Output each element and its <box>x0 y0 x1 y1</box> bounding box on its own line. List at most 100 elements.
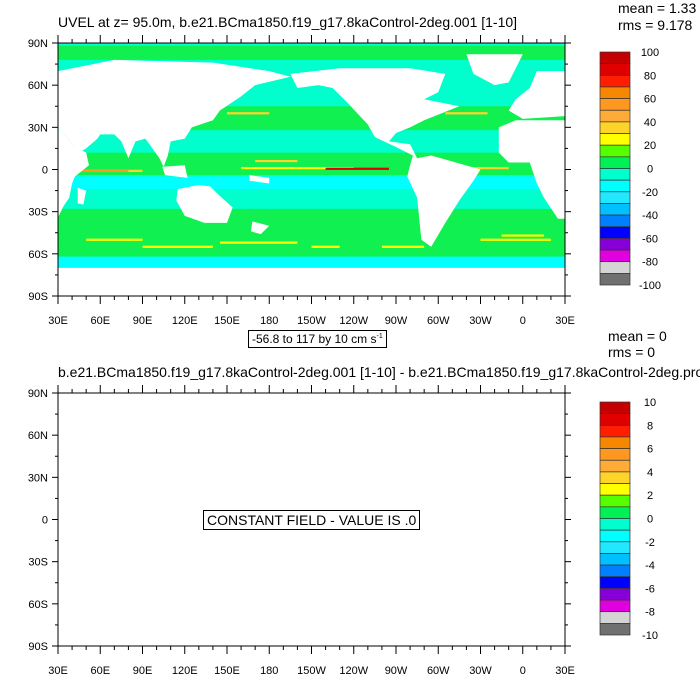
panel1-title: UVEL at z= 95.0m, b.e21.BCma1850.f19_g17… <box>58 14 518 30</box>
lon-label: 120E <box>172 315 198 327</box>
colorbar-label: -10 <box>642 630 658 642</box>
lat-label: 0 <box>42 515 48 527</box>
colorbar-box <box>599 588 631 601</box>
colorbar-box <box>599 144 631 158</box>
colorbar-box <box>599 459 631 473</box>
pacific-eq-core <box>325 167 389 170</box>
colorbar-label: -20 <box>642 187 658 199</box>
lon-label: 60E <box>90 315 110 327</box>
colorbar-box <box>599 238 631 251</box>
lon-label: 0 <box>520 315 526 327</box>
lat-label: 0 <box>42 165 48 177</box>
colorbar-box <box>599 249 631 263</box>
lat-label: 30N <box>28 122 48 134</box>
southern-band <box>58 208 565 257</box>
colorbar-box <box>599 436 631 449</box>
arctic-band <box>58 45 565 60</box>
colorbar-label: 100 <box>641 47 659 59</box>
colorbar-label: -100 <box>639 280 661 292</box>
lon-label: 30W <box>469 315 492 327</box>
lon-label: 90W <box>385 315 408 327</box>
lat-label: 90N <box>28 38 48 50</box>
lat-label: 90N <box>28 388 48 400</box>
south-equatorial-current <box>58 176 565 190</box>
acc-streak-1 <box>142 245 213 248</box>
landmass-11 <box>508 71 565 119</box>
contour-info-sup: -1 <box>376 333 383 340</box>
colorbar-box <box>599 448 631 461</box>
acc-streak-3 <box>311 245 340 248</box>
colorbar-box <box>599 529 631 543</box>
ocean-field <box>58 43 565 296</box>
colorbar-label: 10 <box>644 397 656 409</box>
acc-streak-5 <box>480 238 551 241</box>
lon-label: 30E <box>48 665 68 677</box>
landmass-1 <box>58 127 89 218</box>
colorbar-box <box>599 203 631 216</box>
colorbar-box <box>599 518 631 531</box>
panel2-title: b.e21.BCma1850.f19_g17.8kaControl-2deg.0… <box>58 364 700 380</box>
colorbar-box <box>599 86 631 99</box>
lat-label: 60S <box>28 249 48 261</box>
colorbar-label: 40 <box>644 117 656 129</box>
colorbar-box <box>599 483 631 496</box>
lon-label: 0 <box>520 665 526 677</box>
panel2-mean: mean = 0 <box>608 328 667 344</box>
colorbar-label: 0 <box>647 514 653 526</box>
panel1-rms: rms = 9.178 <box>618 17 693 33</box>
gulf-stream <box>445 112 488 115</box>
colorbar-box <box>599 553 631 566</box>
pacific-eq-undercurrent <box>241 166 354 170</box>
colorbar-box <box>599 413 631 426</box>
landmass-5 <box>162 165 188 178</box>
colorbar-box <box>599 191 631 204</box>
atlantic-eq-undercurrent <box>452 166 509 170</box>
lon-label: 120W <box>339 315 368 327</box>
lon-label: 120W <box>339 665 368 677</box>
lat-label: 30S <box>28 207 48 219</box>
indian-eq-jet-core <box>79 169 129 173</box>
lon-label: 150E <box>214 315 240 327</box>
colorbar-label: 20 <box>644 140 656 152</box>
lat-label: 30S <box>28 557 48 569</box>
lon-label: 120E <box>172 665 198 677</box>
colorbar-box <box>599 506 631 519</box>
lon-label: 180 <box>260 315 278 327</box>
pacific-necc <box>255 159 298 163</box>
acc-streak-0 <box>86 238 143 241</box>
colorbar-label: -60 <box>642 233 658 245</box>
colorbar-box <box>599 74 631 88</box>
landmass-0 <box>58 59 291 167</box>
lat-label: 90S <box>28 641 48 653</box>
colorbar-box <box>599 576 631 589</box>
colorbar-label: 8 <box>647 420 653 432</box>
lon-label: 90W <box>385 665 408 677</box>
colorbar-box <box>599 401 631 414</box>
lon-label: 150E <box>214 665 240 677</box>
kuroshio <box>227 112 270 115</box>
lon-label: 150W <box>297 665 326 677</box>
panel2-rms: rms = 0 <box>608 344 656 360</box>
colorbar-label: 6 <box>647 444 653 456</box>
colorbar-box <box>599 63 631 76</box>
colorbar-label: 4 <box>647 467 653 479</box>
colorbar-label: 2 <box>647 490 653 502</box>
lon-label: 30E <box>48 315 68 327</box>
colorbar-label: -6 <box>645 583 655 595</box>
colorbar-box <box>599 121 631 134</box>
colorbar-label: -40 <box>642 210 658 222</box>
colorbar-box <box>599 214 631 228</box>
colorbar-box <box>599 109 631 123</box>
colorbar-label: -4 <box>645 560 655 572</box>
lon-label: 30E <box>555 315 575 327</box>
colorbar-box <box>599 623 631 636</box>
colorbar-box <box>599 564 631 578</box>
landmass-2 <box>77 187 87 205</box>
acc-streak-2 <box>219 241 298 244</box>
lon-label: 30W <box>469 665 492 677</box>
contour-info: -56.8 to 117 by 10 cm s <box>252 332 377 346</box>
lon-label: 90E <box>133 665 153 677</box>
colorbar-box <box>599 179 631 193</box>
lat-label: 60N <box>28 430 48 442</box>
